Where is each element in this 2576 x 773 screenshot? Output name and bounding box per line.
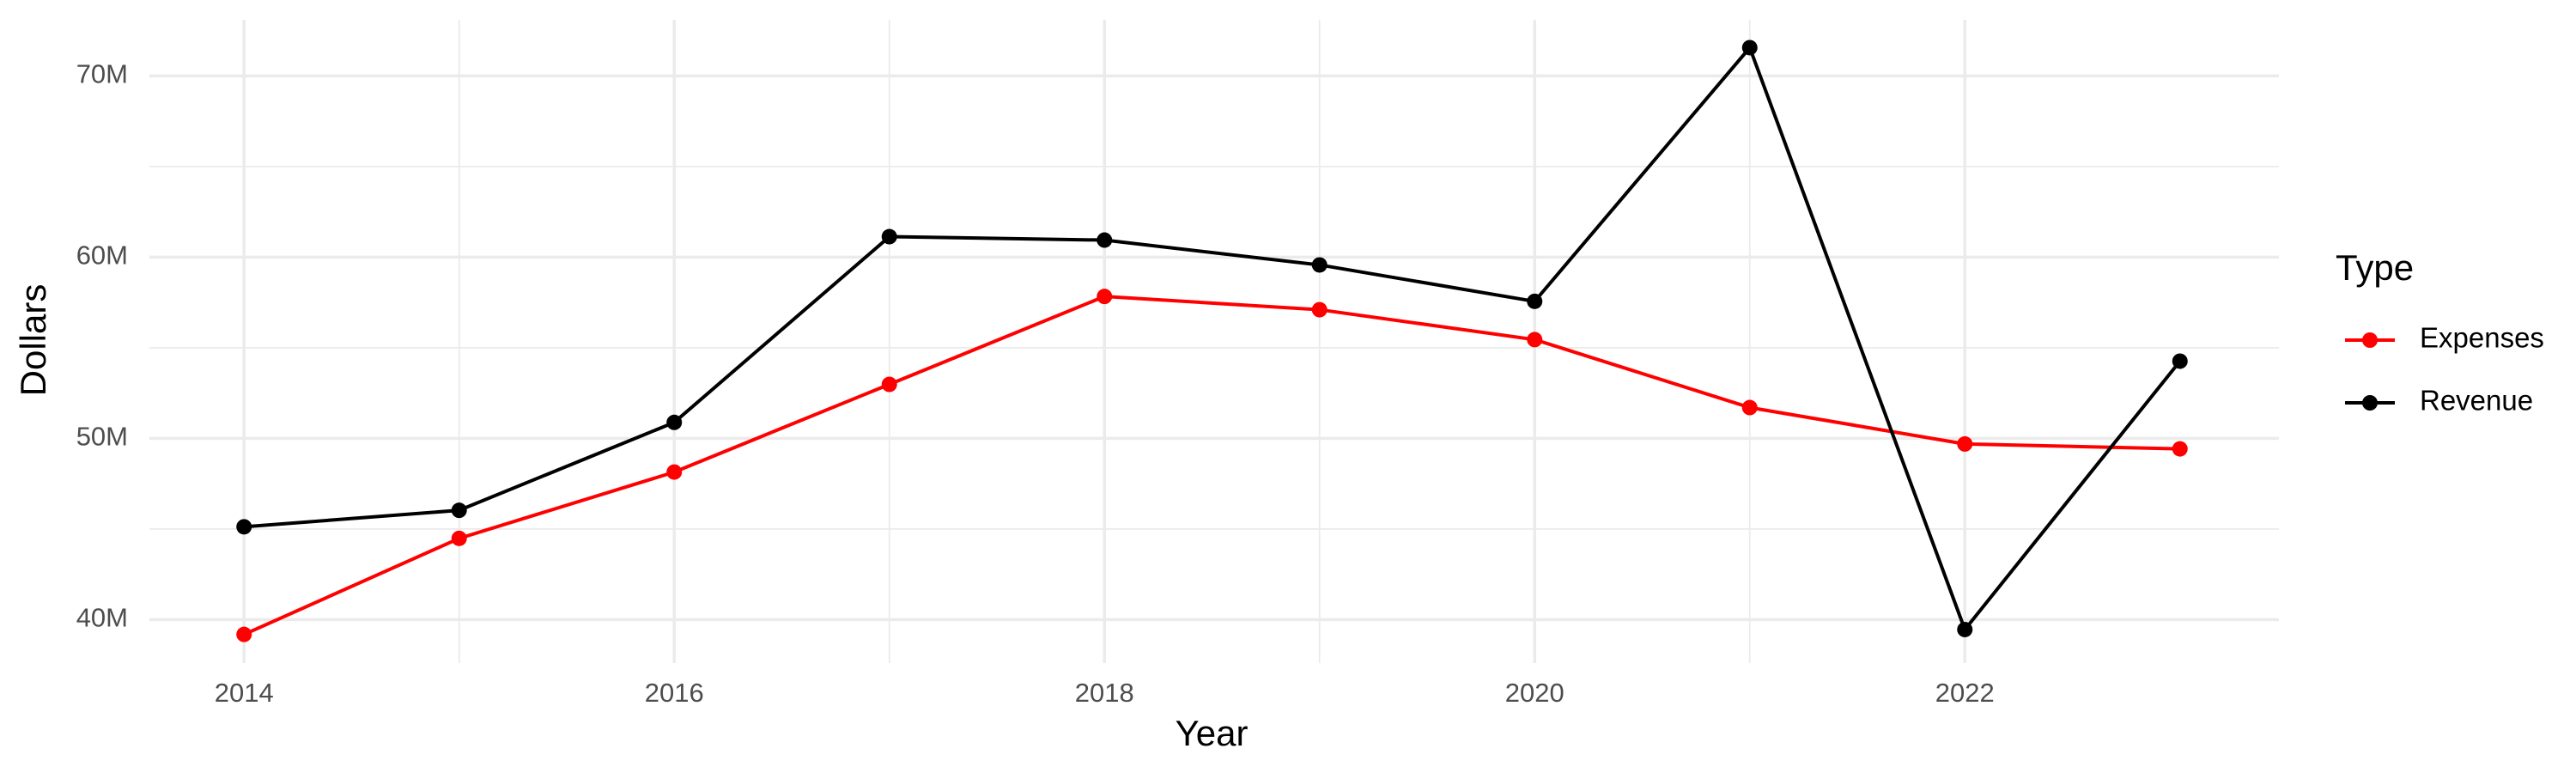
x-tick-label: 2014	[215, 678, 274, 708]
legend-title: Type	[2336, 247, 2414, 288]
x-tick-label: 2020	[1505, 678, 1564, 708]
data-point	[1097, 289, 1113, 305]
data-point	[1311, 257, 1327, 273]
x-axis-title: Year	[1176, 713, 1249, 753]
data-point	[451, 502, 467, 519]
data-point	[1957, 621, 1973, 637]
data-point	[1741, 399, 1758, 416]
data-point	[1097, 232, 1113, 248]
legend-key-point	[2362, 395, 2378, 411]
data-point	[2172, 441, 2188, 457]
data-point	[1527, 293, 1543, 309]
y-tick-label: 60M	[76, 240, 128, 271]
data-point	[236, 626, 252, 642]
data-point	[1527, 332, 1543, 348]
y-tick-label: 70M	[76, 59, 128, 89]
data-point	[236, 519, 252, 535]
x-tick-label: 2018	[1075, 678, 1134, 708]
x-tick-label: 2022	[1935, 678, 1995, 708]
legend-key-point	[2362, 332, 2378, 348]
y-tick-label: 50M	[76, 422, 128, 452]
data-point	[666, 414, 683, 430]
data-point	[881, 376, 897, 393]
series-line	[244, 44, 2182, 633]
data-point	[666, 464, 683, 480]
legend-label: Expenses	[2420, 322, 2544, 354]
data-point	[2172, 353, 2188, 369]
data-point	[881, 228, 897, 245]
y-tick-label: 40M	[76, 603, 128, 633]
data-point	[451, 530, 467, 546]
data-point	[1957, 435, 1973, 452]
data-point	[1311, 301, 1327, 318]
series-line	[243, 295, 2180, 636]
data-point	[1741, 40, 1758, 56]
legend-label: Revenue	[2420, 385, 2533, 417]
x-tick-label: 2016	[645, 678, 704, 708]
y-axis-title: Dollars	[13, 284, 53, 397]
